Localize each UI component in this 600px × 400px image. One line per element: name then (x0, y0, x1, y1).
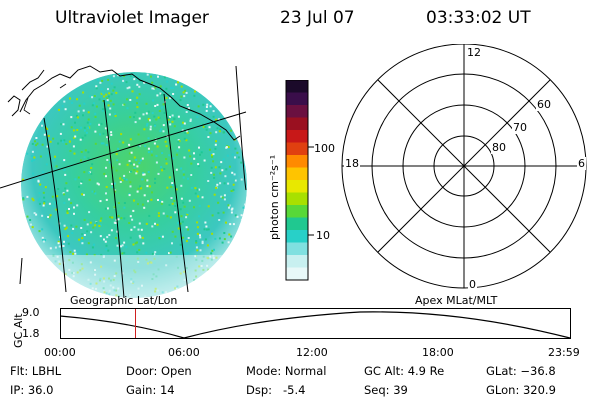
colorbar-band (286, 192, 308, 206)
lat-label-70: 70 (512, 121, 528, 134)
edge-tick (19, 257, 23, 285)
colorbar-tick-10: 10 (316, 229, 330, 242)
colorbar-band (286, 267, 308, 281)
lat-line (0, 111, 247, 189)
time-label: 03:33:02 UT (426, 8, 531, 28)
coastline-shelf (23, 83, 67, 115)
uv-image-panel (0, 65, 247, 299)
altitude-plot (60, 308, 571, 339)
seq-status: Seq: 39 (364, 383, 408, 397)
left-caption: Geographic Lat/Lon (70, 294, 178, 307)
polar-caption: Apex MLat/MLT (415, 294, 498, 307)
colorbar-unit-label: photon cm⁻²s⁻¹ (268, 154, 281, 240)
gain-status: Gain: 14 (126, 383, 175, 397)
colorbar-band (286, 117, 308, 131)
ip-status: IP: 36.0 (10, 383, 54, 397)
glat-status: GLat: −36.8 (486, 364, 556, 378)
filter-status: Flt: LBHL (10, 364, 62, 378)
mlt-label-12: 12 (466, 46, 482, 59)
mode-status: Mode: Normal (246, 364, 327, 378)
lon-line (43, 117, 67, 293)
coastline-west (7, 69, 45, 117)
colorbar-band (286, 92, 308, 106)
polar-diagonal (377, 79, 551, 253)
lon-line (163, 93, 189, 293)
lon-line (103, 99, 125, 299)
colorbar-band (286, 217, 308, 231)
colorbar (285, 80, 314, 281)
lon-line (235, 65, 247, 191)
colorbar-band (286, 230, 308, 243)
lat-label-60: 60 (536, 98, 552, 111)
mlt-label-18: 18 (344, 157, 360, 170)
altitude-xtick-3: 18:00 (422, 346, 454, 359)
dsp-status: Dsp: -5.4 (246, 383, 306, 397)
altitude-ytick-top: 9.0 (22, 306, 40, 319)
door-status: Door: Open (126, 364, 192, 378)
polar-plot (341, 44, 587, 289)
date-label: 23 Jul 07 (280, 8, 355, 28)
colorbar-band (286, 80, 308, 93)
colorbar-band (286, 167, 308, 181)
colorbar-tick-100: 100 (314, 142, 335, 155)
colorbar-band (286, 142, 308, 156)
colorbar-band (286, 130, 308, 143)
altitude-xtick-2: 12:00 (296, 346, 328, 359)
colorbar-band (286, 155, 308, 168)
altitude-plot-frame (60, 308, 571, 339)
colorbar-band (286, 255, 308, 268)
mlt-label-6: 6 (577, 157, 586, 170)
colorbar-band (286, 205, 308, 218)
mlt-label-0: 0 (468, 278, 477, 291)
colorbar-band (286, 180, 308, 193)
instrument-title: Ultraviolet Imager (55, 8, 209, 28)
gc-alt-status: GC Alt: 4.9 Re (364, 364, 445, 378)
altitude-xtick-4: 23:59 (548, 346, 580, 359)
altitude-ytick-bottom: 1.8 (22, 327, 40, 340)
altitude-xtick-0: 00:00 (44, 346, 76, 359)
colorbar-band (286, 105, 308, 118)
lat-label-80: 80 (491, 141, 507, 154)
altitude-curve (60, 311, 571, 339)
glon-status: GLon: 320.9 (486, 383, 556, 397)
coastline (19, 65, 241, 141)
altitude-xtick-1: 06:00 (168, 346, 200, 359)
colorbar-band (286, 242, 308, 256)
